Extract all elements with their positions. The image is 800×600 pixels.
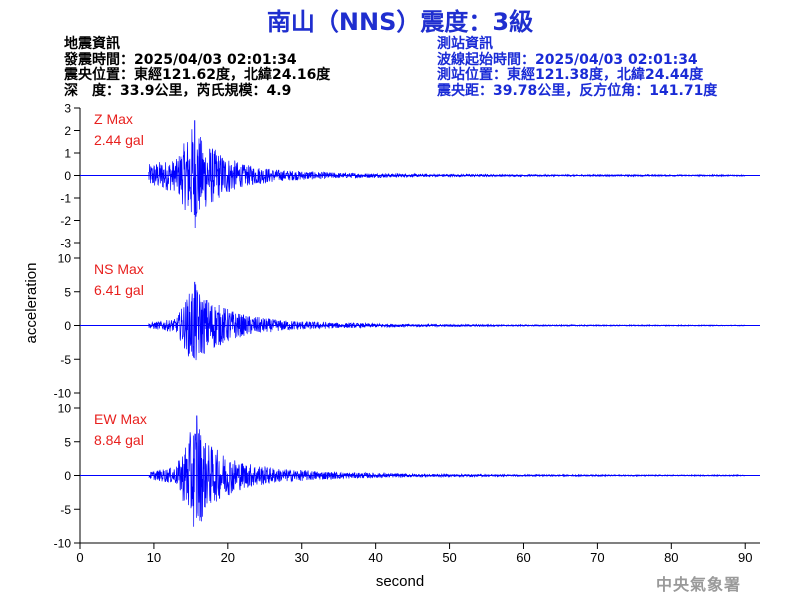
station-info-heading: 測站資訊 xyxy=(437,36,493,52)
x-tick-label: 20 xyxy=(221,550,235,565)
max-label-ns: NS Max xyxy=(94,261,144,277)
waveform-ns xyxy=(148,281,746,361)
y-tick-label-ew: 5 xyxy=(64,435,71,449)
y-tick-label-z: 3 xyxy=(64,102,71,116)
x-tick-label: 60 xyxy=(516,550,530,565)
y-tick-label-z: -2 xyxy=(60,214,71,228)
y-tick-label-ns: 10 xyxy=(58,252,72,266)
max-label-z: Z Max xyxy=(94,111,133,127)
waveform-ew xyxy=(148,415,746,527)
y-tick-label-ew: -5 xyxy=(60,503,71,517)
y-tick-label-z: -3 xyxy=(60,237,71,251)
x-tick-label: 40 xyxy=(368,550,382,565)
origin-time: 發震時間：2025/04/03 02:01:34 xyxy=(64,51,297,68)
max-label-ew: EW Max xyxy=(94,411,147,427)
waveform-z xyxy=(148,120,746,229)
x-tick-label: 0 xyxy=(76,550,83,565)
x-tick-label: 90 xyxy=(738,550,752,565)
distance-azimuth: 震央距：39.78公里，反方位角：141.71度 xyxy=(437,82,718,99)
epicenter-location: 震央位置：東經121.62度，北緯24.16度 xyxy=(64,67,331,83)
x-tick-label: 30 xyxy=(295,550,309,565)
y-axis-title: acceleration xyxy=(23,263,40,344)
earthquake-info-block: 地震資訊 發震時間：2025/04/03 02:01:34 震央位置：東經121… xyxy=(64,36,331,99)
station-info-block: 測站資訊 波線起始時間：2025/04/03 02:01:34 測站位置：東經1… xyxy=(437,36,718,99)
x-tick-label: 80 xyxy=(664,550,678,565)
chart-title: 南山（NNS）震度：3級 xyxy=(266,8,534,36)
max-value-ns: 6.41 gal xyxy=(94,282,144,298)
x-tick-label: 10 xyxy=(147,550,161,565)
station-location: 測站位置：東經121.38度，北緯24.44度 xyxy=(437,67,704,83)
y-tick-label-ew: 0 xyxy=(64,469,71,483)
x-axis-title: second xyxy=(376,573,424,590)
y-tick-label-z: 2 xyxy=(64,124,71,138)
max-value-ew: 8.84 gal xyxy=(94,432,144,448)
y-tick-label-ns: 0 xyxy=(64,319,71,333)
y-tick-label-z: -1 xyxy=(60,192,71,206)
y-tick-label-z: 1 xyxy=(64,147,71,161)
y-tick-label-ns: 5 xyxy=(64,285,71,299)
depth-magnitude: 深 度：33.9公里，芮氏規模：4.9 xyxy=(64,82,292,99)
y-tick-label-ew: 10 xyxy=(58,402,72,416)
earthquake-info-heading: 地震資訊 xyxy=(64,36,120,52)
y-tick-label-z: 0 xyxy=(64,169,71,183)
max-value-z: 2.44 gal xyxy=(94,132,144,148)
wave-start-time: 波線起始時間：2025/04/03 02:01:34 xyxy=(437,51,698,68)
y-tick-label-ns: -5 xyxy=(60,353,71,367)
x-tick-label: 70 xyxy=(590,550,604,565)
y-tick-label-ew: -10 xyxy=(54,537,72,551)
x-tick-label: 50 xyxy=(442,550,456,565)
y-tick-label-ns: -10 xyxy=(54,387,72,401)
agency-watermark: 中央氣象署 xyxy=(656,575,742,594)
